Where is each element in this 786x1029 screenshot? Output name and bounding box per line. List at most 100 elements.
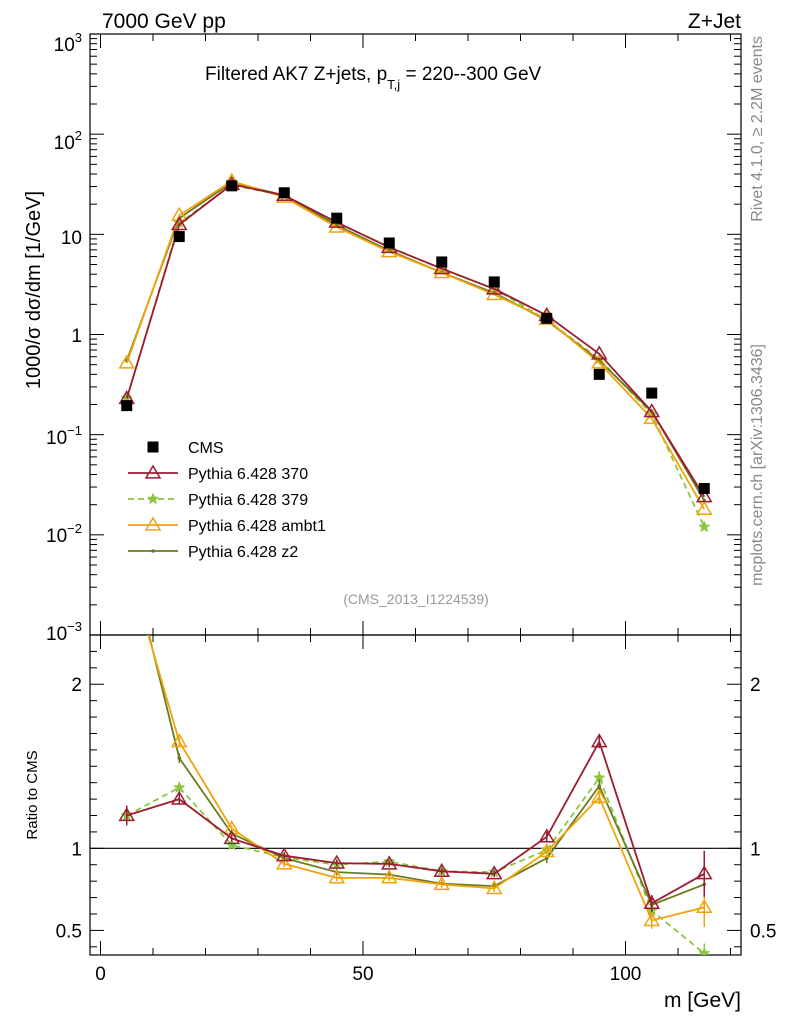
ratio-ytick-label: 0.5 (56, 921, 82, 942)
data-point-cms (173, 231, 185, 243)
ratio-point-p370 (380, 855, 398, 870)
data-point-p379 (697, 520, 711, 533)
legend-label-p370: Pythia 6.428 370 (188, 466, 308, 483)
header-left: 7000 GeV pp (102, 10, 226, 33)
data-point-cms (226, 180, 238, 192)
ratio-point-ambt1 (643, 912, 661, 927)
ratio-point-p370 (170, 790, 188, 805)
data-point-cms (436, 256, 448, 268)
ratio-point-ambt1 (590, 788, 608, 804)
legend-marker-p370 (144, 464, 162, 479)
main-ylabel: 1000/σ dσ/dm [1/GeV] (23, 191, 45, 389)
legend-marker-z2 (151, 549, 155, 553)
ratio-series-group (118, 543, 713, 955)
ratio-point-p370 (433, 862, 451, 877)
watermark: (CMS_2013_I1224539) (343, 591, 489, 607)
data-point-ambt1 (590, 354, 608, 369)
legend-marker-ambt1 (144, 516, 162, 531)
ratio-point-p379 (697, 946, 711, 955)
ratio-point-z2 (544, 856, 549, 860)
main-title: Filtered AK7 Z+jets, pT,j = 220--300 GeV (205, 64, 542, 92)
ratio-point-ambt1 (485, 880, 503, 895)
ratio-line-p370 (126, 739, 705, 905)
ratio-point-p370 (643, 894, 661, 909)
ytick-label-1e3: 103 (54, 30, 82, 56)
ratio-ylabel: Ratio to CMS (24, 750, 41, 839)
x-tick-label: 0 (95, 964, 106, 985)
ytick-label-1: 1 (71, 326, 82, 347)
ratio-point-z2 (597, 784, 602, 788)
ratio-point-p370 (590, 733, 608, 748)
ytick-label-10: 10 (61, 228, 82, 249)
data-point-ambt1 (118, 354, 136, 369)
ratio-plot-frame (89, 634, 742, 956)
data-point-p370 (643, 403, 661, 418)
ratio-point-ambt1 (223, 820, 241, 835)
legend-label-cms: CMS (188, 440, 224, 457)
ratio-ytick-label: 1 (71, 839, 82, 860)
ratio-point-p370 (485, 865, 503, 880)
x-tick-label: 50 (352, 964, 373, 985)
mcplots-label: mcplots.cern.ch [arXiv:1306.3436] (749, 344, 766, 586)
legend-marker-cms (147, 441, 159, 453)
data-point-p370 (590, 345, 608, 360)
ratio-series-layer (118, 543, 713, 955)
legend-label-ambt1: Pythia 6.428 ambt1 (188, 518, 326, 535)
legend-label-p379: Pythia 6.428 379 (188, 492, 308, 509)
ratio-point-ambt1 (328, 869, 346, 884)
data-point-cms (646, 387, 658, 399)
data-point-cms (383, 237, 395, 249)
ratio-point-p370 (275, 847, 293, 862)
legend: CMS Pythia 6.428 370 Pythia 6.428 379 Pythi… (128, 440, 326, 561)
ratio-ytick-label: 2 (71, 675, 82, 696)
ratio-point-ambt1 (695, 898, 713, 914)
ratio-ytick-label-right: 2 (750, 675, 761, 696)
ratio-point-p370 (118, 807, 136, 822)
ratio-point-z2 (125, 543, 129, 547)
ratio-point-p379 (172, 780, 186, 794)
rivet-label: Rivet 4.1.0, ≥ 2.2M events (749, 36, 766, 222)
data-point-cms (541, 312, 553, 324)
data-point-ambt1 (695, 500, 713, 515)
data-point-p370 (170, 216, 188, 231)
x-tick-label: 100 (610, 964, 642, 985)
main-series-layer (118, 172, 713, 533)
data-point-ambt1 (433, 264, 451, 279)
data-point-cms (593, 368, 605, 380)
ratio-point-p370 (695, 865, 713, 880)
data-point-cms (698, 483, 710, 495)
ratio-point-ambt1 (433, 875, 451, 891)
ratio-point-p370 (328, 854, 346, 869)
ratio-point-ambt1 (275, 855, 293, 870)
data-point-p370 (485, 280, 503, 295)
main-series-group (118, 172, 713, 533)
ratio-point-ambt1 (380, 869, 398, 884)
ratio-point-z2 (177, 756, 182, 760)
ratio-line-ambt1 (147, 635, 705, 922)
ratio-line-z2 (148, 635, 705, 907)
ytick-label-1e2: 102 (54, 128, 82, 154)
ratio-line-p379 (126, 775, 705, 955)
data-point-p370 (695, 488, 713, 503)
data-point-p370 (433, 260, 451, 275)
data-point-ambt1 (328, 218, 346, 233)
ytick-label-1em1: 10−1 (46, 423, 82, 449)
legend-label-z2: Pythia 6.428 z2 (188, 544, 298, 561)
ticks-layer: 0 50 100 0.5 0.5 1 1 2 2 (56, 33, 776, 985)
data-point-cms (121, 400, 133, 412)
series-line-ambt1 (125, 180, 706, 510)
ratio-point-p370 (223, 830, 241, 845)
series-line-p370 (125, 183, 706, 498)
ratio-point-p370 (538, 828, 556, 843)
ratio-point-ambt1 (120, 554, 134, 566)
ratio-point-ambt1 (538, 843, 556, 858)
ratio-point-ambt1 (170, 733, 188, 748)
data-point-ambt1 (170, 206, 188, 221)
ratio-ytick-label-right: 0.5 (750, 921, 776, 942)
data-point-cms (488, 276, 500, 288)
ytick-label-1em3: 10−3 (46, 619, 82, 645)
data-point-ambt1 (380, 243, 398, 258)
xlabel: m [GeV] (664, 989, 741, 1012)
data-point-cms (278, 187, 290, 199)
